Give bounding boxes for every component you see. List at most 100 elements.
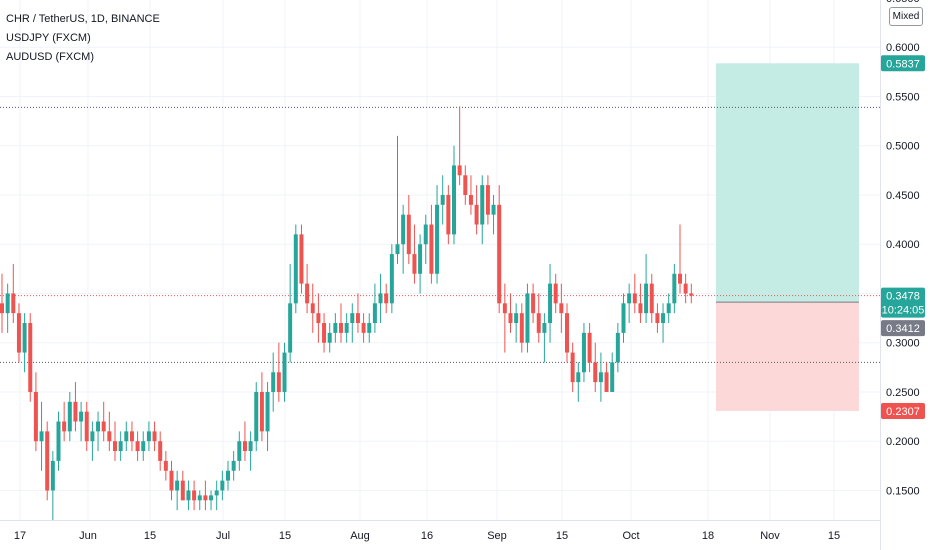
y-tick-label: 0.3000: [886, 338, 920, 350]
candle-body: [322, 323, 327, 343]
candle: [570, 342, 575, 392]
x-tick-label: 15: [279, 530, 291, 542]
candle: [305, 263, 310, 314]
candle-body: [90, 431, 95, 442]
candle: [197, 490, 202, 511]
candle: [610, 352, 615, 392]
candle: [644, 254, 649, 324]
candle-body: [129, 431, 134, 442]
candle: [678, 224, 682, 294]
candlestick-series: [0, 106, 694, 520]
legend-overlay-usdjpy[interactable]: USDJPY (FXCM): [6, 32, 91, 44]
candle: [11, 263, 16, 324]
candle-body: [293, 234, 298, 304]
candle-body: [96, 421, 101, 432]
candle-body: [84, 411, 89, 442]
candle: [101, 401, 106, 442]
legend-overlay-audusd[interactable]: AUDUSD (FXCM): [6, 51, 94, 63]
candle-body: [22, 323, 27, 353]
candle: [231, 451, 236, 481]
price-axis[interactable]: 0.15000.20000.25000.30000.35000.40000.45…: [886, 0, 920, 497]
candle: [282, 342, 287, 402]
candle-body: [265, 391, 270, 432]
candle-body: [237, 441, 242, 461]
candle: [378, 273, 383, 324]
x-tick-label: 18: [702, 530, 714, 542]
candle-body: [333, 323, 338, 333]
candle: [655, 303, 660, 333]
candle: [316, 293, 321, 343]
candle-body: [565, 313, 569, 353]
candle-body: [355, 313, 360, 324]
candle: [531, 283, 536, 324]
y-tick-label: 0.2500: [886, 387, 920, 399]
candle: [429, 204, 434, 284]
candle-body: [28, 323, 33, 392]
candle-body: [435, 204, 440, 274]
candle: [203, 480, 208, 511]
long-position-tool[interactable]: [716, 63, 859, 411]
candle-body: [339, 323, 343, 333]
candle: [372, 283, 377, 333]
candle-body: [163, 460, 168, 471]
candle-body: [581, 332, 586, 373]
y-tick-label: 0.4500: [886, 190, 920, 202]
candle-body: [276, 372, 281, 392]
candle: [113, 421, 117, 461]
candle-body: [203, 495, 208, 501]
candle-body: [655, 313, 660, 324]
candle: [56, 411, 61, 471]
candle-body: [101, 421, 106, 432]
candle-body: [531, 293, 536, 314]
candle-body: [124, 431, 129, 442]
candle: [514, 303, 519, 343]
candle: [299, 224, 304, 294]
candle: [293, 224, 298, 314]
candle-body: [644, 283, 649, 314]
candle-body: [146, 431, 151, 442]
target-price-label-bg: [881, 55, 925, 72]
candle-body: [440, 194, 445, 205]
candle: [384, 283, 389, 314]
candle-body: [299, 234, 304, 284]
candle: [135, 431, 140, 461]
candle-body: [474, 204, 479, 225]
x-tick-label: Jun: [79, 530, 97, 542]
candle: [598, 352, 603, 402]
candle-body: [0, 303, 4, 314]
candle-body: [514, 313, 519, 324]
candle-body: [463, 175, 468, 195]
candle: [468, 175, 473, 215]
candle-body: [192, 490, 197, 501]
candle: [327, 323, 332, 353]
legend-main-symbol[interactable]: CHR / TetherUS, 1D, BINANCE: [6, 13, 160, 25]
candle: [226, 460, 230, 491]
candle: [67, 391, 72, 442]
candle-body: [621, 303, 626, 333]
candle: [548, 263, 553, 343]
candle-body: [186, 490, 191, 501]
candle: [361, 313, 366, 343]
candle: [508, 293, 513, 333]
candle: [581, 323, 586, 383]
candle-body: [135, 441, 140, 452]
y-tick-label: 0.2000: [886, 436, 920, 448]
candle-body: [372, 303, 377, 324]
candle: [418, 234, 423, 294]
candle: [84, 401, 89, 452]
candle-body: [361, 323, 366, 333]
candle-body: [242, 441, 247, 452]
x-tick-label: Jul: [216, 530, 230, 542]
candle: [45, 421, 50, 501]
candle-body: [627, 293, 632, 304]
candle-body: [214, 490, 219, 496]
scale-mode-button[interactable]: Mixed: [889, 7, 923, 26]
target-zone: [716, 63, 859, 303]
candle: [146, 421, 151, 452]
candle: [39, 401, 44, 471]
candle-body: [118, 441, 123, 452]
time-axis[interactable]: 17 Jun 15 Jul 15 Aug 16 Sep 15 Oct 18 Nov 15: [0, 520, 880, 543]
candle-body: [271, 372, 276, 392]
candle-body: [508, 313, 513, 324]
